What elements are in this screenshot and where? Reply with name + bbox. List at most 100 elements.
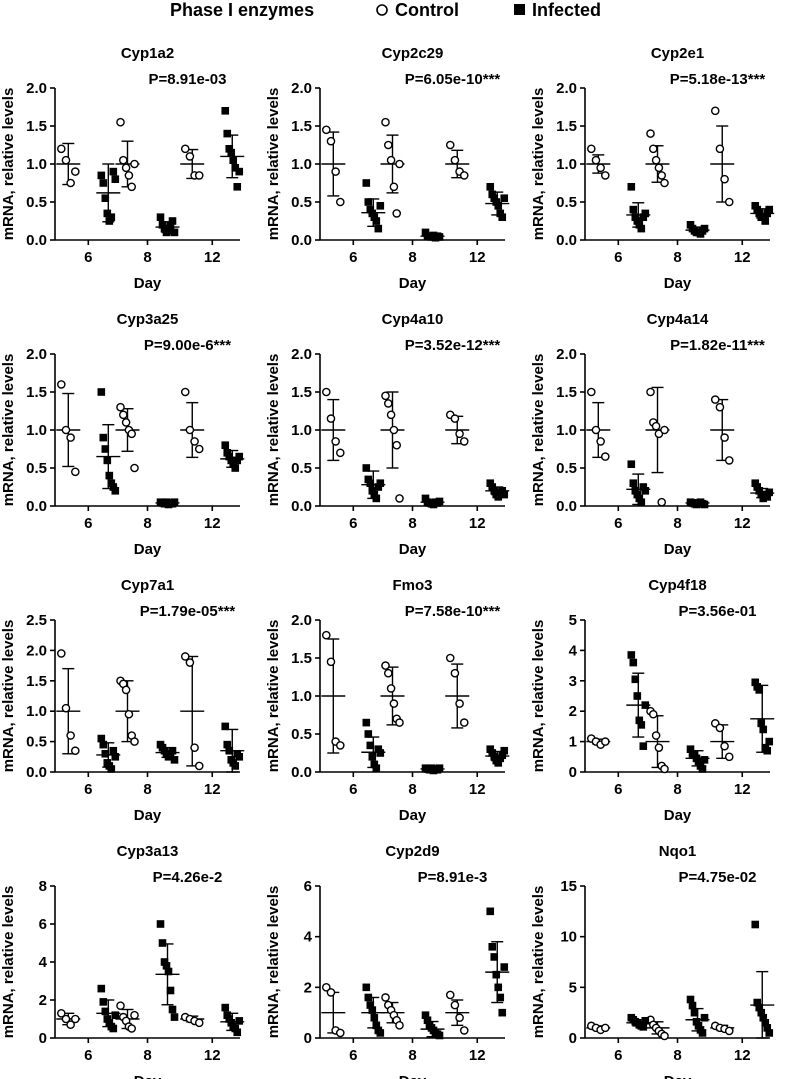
infected-point — [107, 213, 116, 221]
control-point — [596, 437, 605, 446]
control-point — [596, 163, 605, 173]
control-point — [660, 764, 669, 774]
y-axis-label: mRNA, relative levels — [530, 88, 547, 241]
y-tick-label: 0.5 — [556, 460, 577, 477]
infected-point — [494, 493, 503, 501]
control-point — [127, 429, 136, 439]
control-point — [61, 425, 71, 435]
infected-point — [637, 224, 646, 233]
infected-point — [168, 746, 177, 755]
control-point — [119, 410, 128, 420]
legend: Phase I enzymes Control Infected — [170, 0, 601, 20]
x-tick-label: 12 — [204, 781, 221, 798]
y-axis-label: mRNA, relative levels — [265, 620, 282, 773]
panel-title: Cyp4a10 — [382, 311, 444, 328]
legend-title: Phase I enzymes — [170, 0, 314, 20]
infected-point — [694, 757, 703, 766]
infected-point — [229, 156, 238, 164]
y-axis-label: mRNA, relative levels — [0, 620, 17, 773]
control-point — [383, 668, 393, 678]
control-point — [383, 399, 393, 408]
infected-point — [221, 1003, 230, 1012]
infected-point — [362, 179, 371, 187]
panel-pvalue: P=3.52e-12*** — [405, 337, 501, 354]
infected-point — [500, 746, 509, 755]
infected-point — [700, 756, 709, 764]
infected-point — [111, 753, 120, 761]
y-axis-label: mRNA, relative levels — [265, 88, 282, 241]
infected-point — [162, 962, 171, 970]
control-point — [646, 129, 655, 138]
control-point — [591, 425, 601, 435]
x-tick-label: 8 — [143, 1047, 151, 1064]
control-point — [194, 1018, 204, 1028]
y-tick-label: 1 — [569, 734, 577, 751]
control-point — [57, 380, 66, 389]
infected-point — [372, 217, 381, 225]
y-tick-label: 0 — [569, 764, 577, 781]
control-point — [194, 444, 204, 454]
chart-panel: Cyp3a13 P=4.26e-2 0 2 4 6 8 6 8 12 Day mRNA, relati… — [0, 843, 245, 1079]
infected-point — [231, 164, 240, 172]
panel-title: Cyp2d9 — [385, 843, 439, 860]
control-point — [71, 746, 80, 756]
x-axis-label: Day — [399, 541, 427, 558]
control-point — [130, 737, 139, 746]
x-tick-label: 12 — [734, 781, 751, 798]
x-tick-label: 6 — [349, 781, 357, 798]
chart-panel: Cyp2e1 P=5.18e-13*** 0.0 0.5 1.0 1.5 2.0 6 8 12 Da… — [530, 45, 775, 292]
chart-panel: Cyp2d9 P=8.91e-3 0 2 4 6 6 8 12 Day mRNA, relative… — [265, 843, 510, 1079]
infected-point — [751, 678, 760, 687]
infected-point — [700, 1013, 709, 1022]
y-tick-label: 1.0 — [291, 422, 312, 439]
control-point — [194, 761, 204, 771]
infected-point — [376, 202, 385, 210]
control-point — [383, 140, 393, 150]
control-point — [710, 106, 720, 116]
infected-point — [97, 388, 106, 396]
control-point — [660, 178, 669, 188]
control-point — [715, 144, 725, 154]
x-tick-label: 8 — [408, 249, 416, 266]
control-point — [591, 155, 601, 165]
y-tick-label: 0 — [39, 1030, 47, 1047]
y-axis-label: mRNA, relative levels — [530, 886, 547, 1039]
y-tick-label: 1.5 — [26, 384, 47, 401]
x-axis-label: Day — [664, 275, 692, 292]
control-point — [450, 155, 460, 165]
control-point — [180, 652, 190, 661]
y-tick-label: 0.5 — [26, 194, 47, 211]
infected-point — [223, 129, 232, 138]
control-point — [116, 402, 125, 412]
y-tick-label: 6 — [304, 878, 312, 895]
x-axis-label: Day — [664, 541, 692, 558]
x-tick-label: 6 — [614, 781, 622, 798]
infected-point — [423, 1016, 432, 1025]
control-point — [335, 741, 345, 750]
control-point — [331, 437, 340, 446]
x-tick-label: 6 — [349, 1047, 357, 1064]
infected-point — [500, 963, 509, 971]
infected-point — [101, 194, 110, 202]
y-tick-label: 2.0 — [26, 346, 47, 363]
infected-point — [694, 1022, 703, 1030]
control-point — [124, 709, 134, 719]
infected-point — [97, 734, 106, 743]
control-point — [386, 155, 396, 165]
infected-point — [494, 759, 503, 767]
control-point — [720, 433, 729, 442]
y-tick-label: 5 — [569, 979, 577, 996]
x-tick-label: 8 — [143, 515, 151, 532]
infected-point — [641, 209, 650, 218]
infected-point — [101, 1007, 110, 1016]
infected-point — [421, 1011, 430, 1019]
panel-title: Cyp1a2 — [121, 45, 174, 62]
control-point — [66, 731, 75, 740]
y-axis-label: mRNA, relative levels — [265, 886, 282, 1039]
infected-point — [170, 756, 179, 764]
y-tick-label: 6 — [39, 916, 47, 933]
control-point — [660, 425, 669, 435]
y-tick-label: 0.5 — [556, 194, 577, 211]
infected-point — [488, 943, 497, 951]
infected-point — [376, 749, 385, 757]
